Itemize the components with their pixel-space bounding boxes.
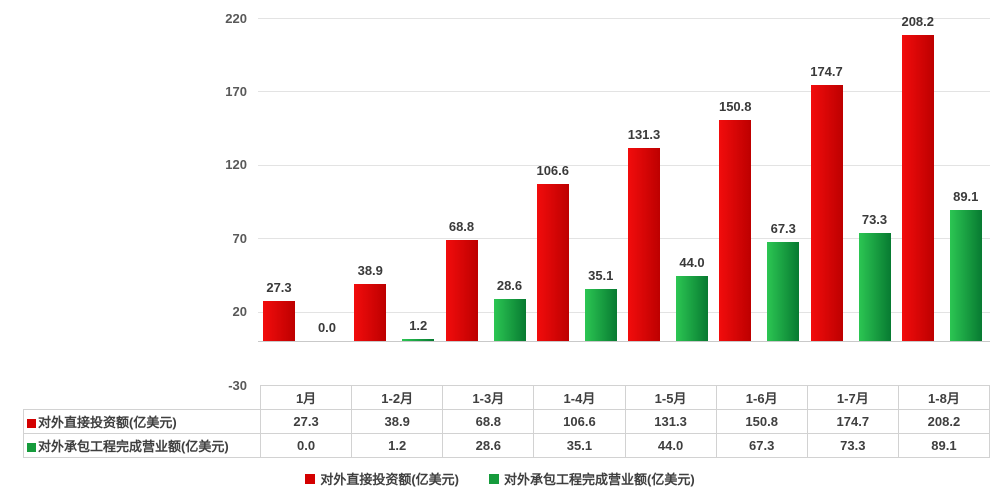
table-header-row: 1月 1-2月 1-3月 1-4月 1-5月 1-6月 1-7月 1-8月: [24, 385, 991, 410]
x-axis-line: [258, 341, 990, 342]
y-axis-tick-label: 20: [232, 304, 247, 320]
table-cell: 150.8: [715, 409, 808, 434]
data-table: 1月 1-2月 1-3月 1-4月 1-5月 1-6月 1-7月 1-8月 对外直接投资额(亿…: [23, 385, 991, 458]
bar: [628, 148, 660, 341]
legend-marker-icon: [489, 473, 499, 484]
table-row-label: 对外直接投资额(亿美元): [23, 409, 261, 434]
legend-label: 对外承包工程完成营业额(亿美元): [504, 472, 695, 487]
table-cell: 44.0: [624, 433, 717, 458]
bar: [949, 210, 982, 341]
y-axis-tick-label: 120: [225, 157, 247, 173]
table-header-cell: 1-8月: [897, 385, 991, 410]
y-axis-tick-label: 70: [232, 230, 247, 246]
bar-value-label: 28.6: [496, 278, 523, 293]
bar: [402, 339, 435, 341]
legend-marker-icon: [305, 473, 316, 484]
table-row: 对外直接投资额(亿美元) 27.3 38.9 68.8 106.6 131.3 150.8 1…: [23, 409, 991, 434]
bar: [536, 184, 569, 341]
series-marker-icon: [27, 443, 36, 452]
table-cell: 27.3: [259, 409, 353, 434]
bar-value-label: 35.1: [588, 268, 614, 284]
bar-value-label: 131.3: [627, 127, 661, 143]
bar-value-label: 67.3: [770, 221, 796, 237]
gridline: [258, 238, 990, 240]
bar-value-label: 208.2: [901, 14, 935, 30]
bar-value-label: 0.0: [317, 320, 337, 335]
table-cell: 68.8: [442, 409, 535, 434]
table-header-cell: 1月: [259, 385, 353, 410]
bar: [901, 35, 934, 341]
bar: [445, 239, 478, 341]
legend-item: 对外直接投资额(亿美元): [305, 469, 459, 488]
bar-value-label: 89.1: [953, 189, 979, 205]
y-axis-tick-label: -30: [228, 377, 247, 393]
table-cell: 38.9: [351, 409, 444, 434]
gridline: [258, 311, 990, 313]
table-row-label: 对外承包工程完成营业额(亿美元): [23, 433, 261, 458]
chart-legend: 对外直接投资额(亿美元) 对外承包工程完成营业额(亿美元): [0, 469, 1000, 488]
y-axis-tick-label: 170: [225, 83, 247, 99]
bar: [263, 300, 295, 341]
series-marker-icon: [27, 419, 36, 428]
table-cell: 131.3: [624, 409, 717, 434]
table-cell: 1.2: [351, 433, 444, 458]
table-cell: 28.6: [442, 433, 535, 458]
bar-value-label: 174.7: [810, 63, 843, 79]
bar: [493, 299, 526, 341]
table-header-cell: 1-6月: [715, 385, 808, 410]
y-axis-tick-label: 220: [225, 10, 247, 26]
table-cell: 106.6: [533, 409, 626, 434]
bar-value-label: 44.0: [679, 255, 705, 271]
table-header-cell: 1-5月: [624, 385, 717, 410]
table-cell: 73.3: [806, 433, 899, 458]
bar: [767, 242, 800, 341]
table-row: 对外承包工程完成营业额(亿美元) 0.0 1.2 28.6 35.1 44.0 67.3 73…: [23, 433, 991, 458]
bar: [676, 276, 708, 341]
gridline: [258, 164, 990, 166]
table-cell: 208.2: [897, 409, 991, 434]
bar-value-label: 106.6: [536, 163, 570, 179]
legend-item: 对外承包工程完成营业额(亿美元): [489, 469, 695, 488]
bar-value-label: 73.3: [861, 212, 888, 228]
table-header-cell: 1-2月: [351, 385, 444, 410]
table-corner-cell: [24, 386, 261, 410]
bar: [858, 233, 891, 341]
table-cell: 174.7: [806, 409, 899, 434]
gridline: [258, 91, 990, 93]
gridline: [258, 18, 990, 19]
table-header-cell: 1-3月: [442, 385, 535, 410]
table-cell: 35.1: [533, 433, 626, 458]
bar-value-label: 1.2: [409, 318, 428, 334]
table-header-cell: 1-7月: [806, 385, 899, 410]
bar: [719, 119, 752, 341]
bar: [810, 84, 843, 341]
table-header-cell: 1-4月: [533, 385, 626, 410]
bar: [584, 289, 617, 341]
bar-value-label: 38.9: [357, 262, 383, 278]
table-cell: 0.0: [259, 433, 353, 458]
table-cell: 89.1: [897, 433, 991, 458]
table-cell: 67.3: [715, 433, 808, 458]
bar-value-label: 27.3: [266, 279, 292, 295]
legend-label: 对外直接投资额(亿美元): [320, 472, 459, 487]
bar-value-label: 150.8: [718, 98, 752, 114]
bar: [354, 283, 387, 341]
bar-value-label: 68.8: [448, 218, 475, 234]
